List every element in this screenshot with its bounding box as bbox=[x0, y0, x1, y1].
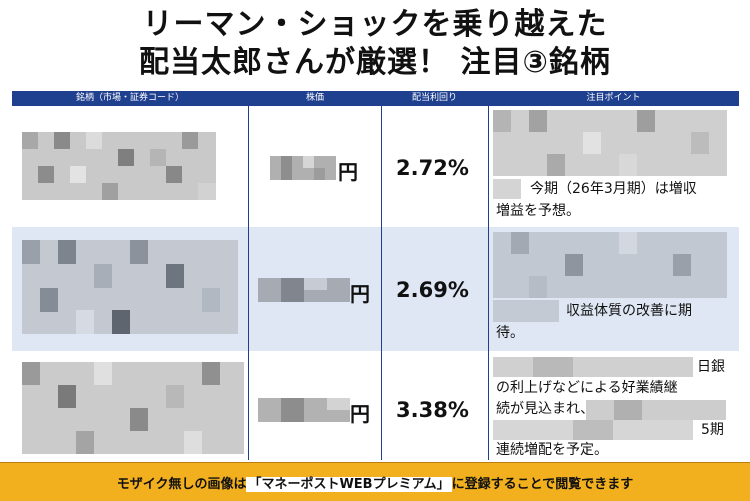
column-divider bbox=[488, 91, 489, 460]
column-divider bbox=[248, 91, 249, 460]
point-text: の利上げなどによる好業績継 bbox=[496, 380, 678, 396]
mosaic-price bbox=[258, 398, 350, 422]
mosaic-stock-name bbox=[22, 240, 238, 334]
dividend-yield: 2.72% bbox=[396, 156, 469, 180]
mosaic-price bbox=[258, 278, 350, 302]
point-text: 続が見込まれ、 bbox=[496, 401, 595, 417]
header-point: 注目ポイント bbox=[586, 93, 641, 103]
point-text: 待。 bbox=[496, 325, 524, 341]
mosaic-stock-name bbox=[22, 132, 216, 200]
footer-after: に登録することで閲覧できます bbox=[451, 477, 634, 492]
header-stock: 銘柄（市場・証券コード） bbox=[75, 93, 184, 103]
mosaic-point bbox=[493, 420, 693, 440]
footer-banner: モザイク無しの画像は 「マネーポストWEBプレミアム」 に登録することで閲覧できます bbox=[0, 462, 750, 501]
page-title-line2: 配当太郎さんが厳選！ 注目③銘柄 bbox=[139, 45, 611, 80]
point-text: 今期（26年3月期）は増収 bbox=[530, 181, 697, 197]
price-yen: 円 bbox=[350, 282, 370, 306]
point-text: 連続増配を予定。 bbox=[496, 442, 608, 458]
footer-before: モザイク無しの画像は bbox=[116, 477, 247, 492]
table-header: 銘柄（市場・証券コード） 株価 配当利回り 注目ポイント bbox=[12, 91, 739, 106]
mosaic-point bbox=[493, 110, 727, 176]
mosaic-price bbox=[270, 156, 336, 180]
header-yield: 配当利回り bbox=[411, 93, 457, 103]
dividend-yield: 2.69% bbox=[396, 278, 469, 302]
dividend-yield: 3.38% bbox=[396, 398, 469, 422]
price-yen: 円 bbox=[338, 160, 358, 184]
footer-premium-link[interactable]: 「マネーポストWEBプレミアム」 bbox=[246, 477, 452, 492]
mosaic-point bbox=[586, 400, 726, 420]
mosaic-point-prefix bbox=[493, 179, 521, 199]
mosaic-point bbox=[493, 232, 727, 298]
point-text: 増益を予想。 bbox=[496, 203, 580, 219]
point-text: 日銀 bbox=[697, 359, 725, 375]
mosaic-stock-name bbox=[22, 362, 244, 454]
price-yen: 円 bbox=[350, 402, 370, 426]
point-text: 収益体質の改善に期 bbox=[566, 303, 692, 319]
footer-text: モザイク無しの画像は 「マネーポストWEBプレミアム」 に登録することで閲覧できます bbox=[0, 473, 750, 492]
mosaic-point bbox=[493, 357, 693, 377]
header-price: 株価 bbox=[305, 93, 324, 103]
point-text: 5期 bbox=[701, 422, 724, 438]
mosaic-point-prefix bbox=[493, 300, 559, 322]
column-divider bbox=[381, 91, 382, 460]
page-title-line1: リーマン・ショックを乗り越えた bbox=[142, 7, 608, 42]
